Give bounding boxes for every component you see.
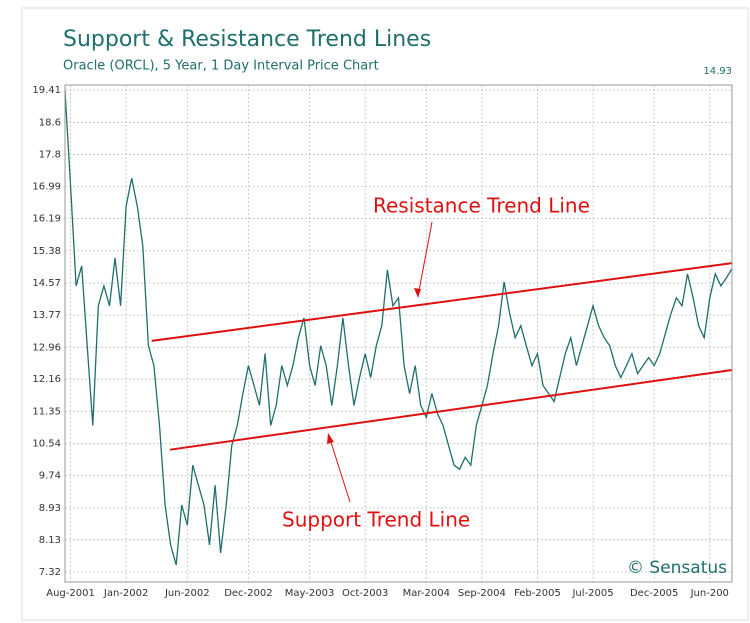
support-arrowhead — [327, 433, 334, 444]
y-tick-label: 15.38 — [32, 246, 61, 257]
x-tick-label: Sep-2004 — [458, 588, 506, 599]
y-tick-label: 11.35 — [32, 406, 61, 417]
y-tick-label: 12.16 — [32, 374, 61, 385]
x-tick-label: Jun-200 — [690, 588, 729, 599]
y-tick-label: 8.13 — [39, 535, 61, 546]
x-tick-label: Aug-2001 — [46, 588, 95, 599]
x-tick-label: Jul-2005 — [571, 588, 613, 599]
x-tick-label: Dec-2002 — [224, 588, 272, 599]
y-tick-label: 12.96 — [32, 342, 61, 353]
grid — [65, 85, 732, 582]
x-tick-label: May-2003 — [285, 588, 335, 599]
marks — [64, 90, 733, 566]
y-tick-label: 16.99 — [32, 182, 61, 193]
y-tick-label: 8.93 — [39, 503, 61, 514]
support-label: Support Trend Line — [282, 508, 470, 532]
y-tick-label: 10.54 — [32, 439, 61, 450]
y-tick-label: 14.57 — [32, 278, 61, 289]
last-value-label: 14.93 — [703, 66, 732, 77]
y-tick-label: 19.41 — [32, 85, 61, 96]
price-line — [64, 90, 733, 566]
resistance-arrow — [417, 221, 433, 297]
x-tick-label: Dec-2005 — [630, 588, 678, 599]
x-tick-label: Jun-2002 — [164, 588, 210, 599]
trend-line — [169, 368, 733, 451]
watermark: © Sensatus — [627, 558, 727, 578]
y-tick-label: 9.74 — [39, 471, 61, 482]
x-tick-label: Mar-2004 — [403, 588, 450, 599]
y-tick-label: 7.32 — [39, 567, 61, 578]
support-arrow — [328, 435, 351, 503]
plot-border — [64, 84, 733, 583]
trend-line — [151, 262, 733, 342]
x-tick-label: Jan-2002 — [103, 588, 148, 599]
y-tick-label: 13.77 — [32, 310, 61, 321]
frame — [21, 7, 749, 621]
x-tick-label: Feb-2005 — [514, 588, 561, 599]
x-tick-label: Oct-2003 — [342, 588, 388, 599]
y-tick-label: 18.6 — [39, 117, 61, 128]
resistance-label: Resistance Trend Line — [373, 194, 590, 218]
y-tick-label: 16.19 — [32, 214, 61, 225]
y-tick-label: 17.8 — [39, 149, 61, 160]
resistance-arrowhead — [414, 288, 421, 298]
chart-subtitle: Oracle (ORCL), 5 Year, 1 Day Interval Pr… — [63, 59, 379, 74]
chart-title: Support & Resistance Trend Lines — [63, 27, 431, 52]
